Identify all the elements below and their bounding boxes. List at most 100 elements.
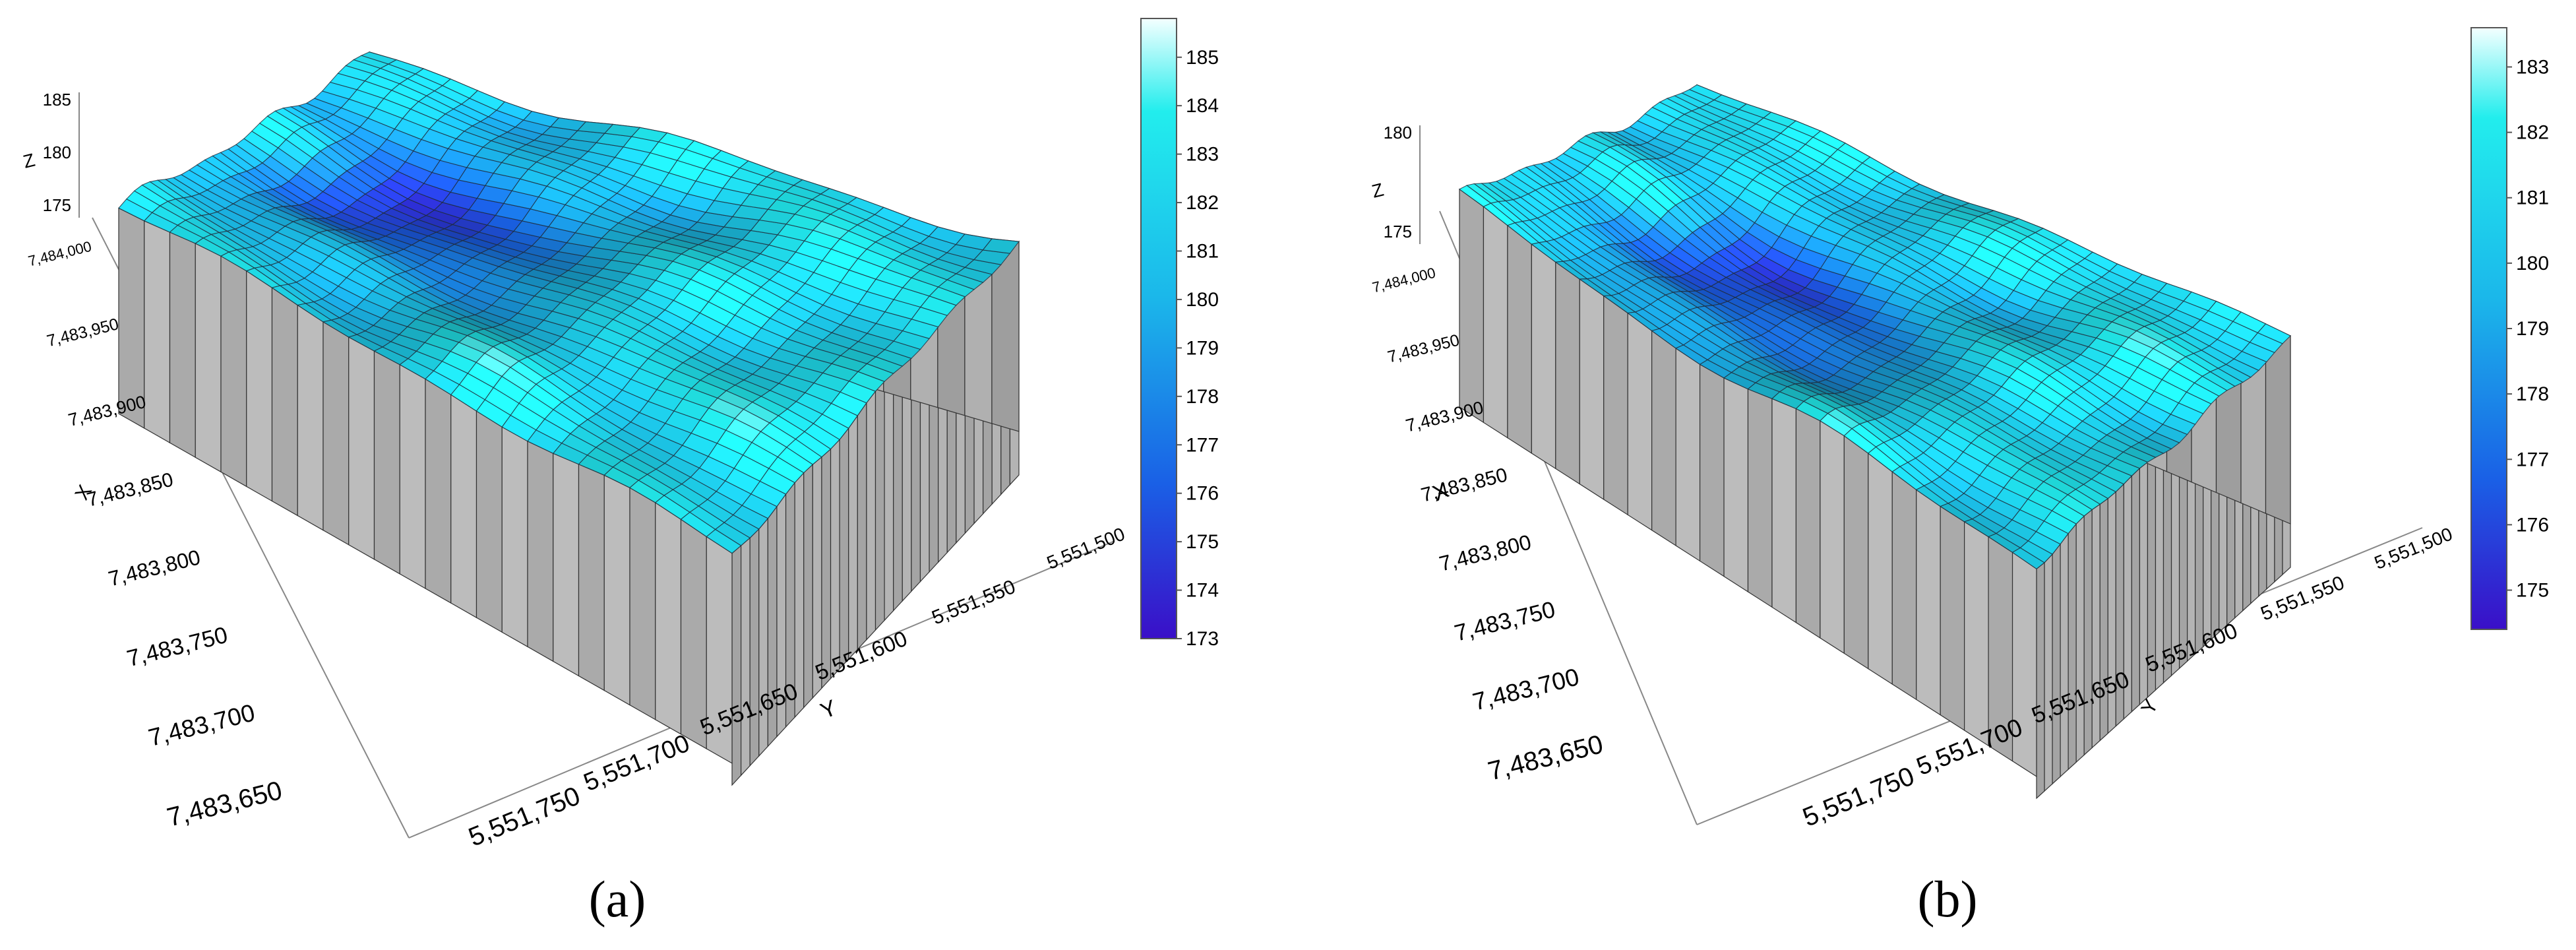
left-tick-label: 7,483,650: [1485, 730, 1606, 786]
wall-strip: [2091, 503, 2101, 749]
colorbar-tick-label: 176: [1186, 483, 1219, 505]
wall-strip: [246, 270, 273, 502]
colorbar-tick-label: 181: [2516, 187, 2549, 209]
wall-strip: [2068, 522, 2077, 771]
wall-strip: [1964, 521, 1989, 747]
colorbar-tick-label: 175: [2516, 580, 2549, 602]
wall-strip: [2083, 509, 2093, 756]
colorbar-tick-label: 177: [2516, 449, 2549, 470]
wall-strip: [1916, 489, 1941, 716]
colorbar-tick-label: 175: [1186, 531, 1219, 553]
wall-strip: [749, 528, 760, 767]
wall-strip: [2139, 461, 2149, 706]
colorbar-tick-label: 184: [1186, 95, 1219, 117]
wall-strip: [629, 487, 656, 720]
wall-strip: [425, 378, 452, 604]
colorbar-tick-label: 173: [1186, 628, 1219, 650]
wall-strip: [1651, 330, 1676, 547]
colorbar-tick-label: 185: [1186, 47, 1219, 69]
left-tick-label: 7,483,800: [106, 545, 203, 590]
colorbar-tick-label: 176: [2516, 514, 2549, 536]
front-tick-label: 5,551,750: [1798, 761, 1918, 832]
wall-strip: [1555, 261, 1580, 485]
wall-strip: [1459, 188, 1485, 424]
z-tick-label: 175: [1384, 222, 1412, 241]
wall-strip: [297, 304, 324, 531]
left-tick-label: 7,483,700: [1470, 663, 1582, 716]
colorbar-tick-label: 182: [1186, 192, 1219, 214]
surface-mesh-b: [1458, 84, 2291, 569]
wall-strip: [475, 410, 503, 633]
caption-b: (b): [1917, 870, 1978, 928]
wall-strip: [857, 401, 867, 650]
wall-strip: [2131, 467, 2141, 713]
colorbar-tick-label: 179: [2516, 318, 2549, 340]
wall-strip: [501, 426, 528, 648]
colorbar-tick-label: 178: [2516, 383, 2549, 405]
wall-strip: [758, 517, 768, 757]
wall-strip: [655, 501, 682, 735]
colorbar-tick-label: 180: [2516, 253, 2549, 274]
front-tick-label: 5,551,500: [1044, 523, 1128, 573]
z-tick-label: 185: [43, 90, 71, 110]
wall-strip: [794, 472, 805, 718]
caption-a: (a): [588, 870, 646, 928]
wall-strip: [1603, 295, 1628, 516]
z-tick-label: 175: [43, 195, 71, 215]
wall-strip: [603, 474, 630, 706]
wall-strip: [1868, 452, 1893, 685]
colorbar-tick-label: 181: [1186, 241, 1219, 263]
surface-plot-a: 7,484,000 7,483,950 7,483,900 7,483,850 7,48…: [21, 18, 1219, 852]
wall-strip: [169, 232, 196, 459]
front-tick-label: 5,551,700: [580, 730, 693, 797]
colorbar-tick-label: 183: [2516, 56, 2549, 78]
wall-strip: [1747, 388, 1773, 608]
wall-strip: [874, 380, 885, 631]
wall-strip: [1507, 224, 1532, 455]
wall-strip: [1795, 408, 1821, 639]
wall-strip: [2099, 497, 2108, 742]
front-tick-label: 5,551,550: [929, 576, 1018, 629]
wall-strip: [1483, 205, 1508, 439]
wall-strip: [1723, 377, 1749, 593]
left-tick-label: 7,483,950: [45, 315, 121, 350]
wall-strip: [1579, 278, 1605, 501]
wall-strip: [2060, 532, 2069, 778]
left-tick-label: 7,483,650: [164, 776, 285, 833]
wall-strip: [1940, 505, 1965, 732]
wall-strip: [884, 372, 894, 621]
wall-strip: [2052, 542, 2061, 785]
colorbar-tick-label: 182: [2516, 122, 2549, 144]
wall-strip: [348, 336, 375, 560]
wall-strip: [839, 427, 849, 670]
wall-strip: [144, 220, 171, 444]
chart-panel-b: 7,484,000 7,483,950 7,483,900 7,483,850 7,48…: [1288, 0, 2576, 950]
left-tick-label: 7,484,000: [26, 238, 93, 270]
left-tick-label: 7,483,950: [1386, 331, 1461, 367]
z-tick-label: 180: [43, 142, 71, 162]
left-tick-label: 7,483,700: [146, 699, 258, 751]
wall-strip: [803, 463, 813, 709]
colorbar-gradient: [1140, 18, 1177, 639]
wall-strip: [731, 544, 742, 786]
z-tick-label: 180: [1384, 123, 1412, 142]
wall-strip: [893, 365, 903, 612]
colorbar-b: 183 182 181 180 179 178 177 176 175: [2470, 27, 2549, 630]
front-tick-label: 5,551,750: [464, 781, 584, 852]
colorbar-gradient: [2470, 27, 2507, 630]
colorbar-tick-label: 179: [1186, 337, 1219, 359]
wall-strip: [1771, 398, 1797, 623]
wall-strip: [740, 537, 751, 776]
colorbar-tick-label: 178: [1186, 386, 1219, 408]
wall-strip: [271, 286, 298, 517]
wall-strip: [527, 440, 554, 662]
surface-cell: [982, 238, 1020, 254]
wall-strip: [195, 243, 222, 473]
left-tick-label: 7,484,000: [1370, 265, 1437, 296]
left-tick-label: 7,483,850: [84, 468, 175, 511]
wall-strip: [1820, 420, 1845, 654]
surface-plot-b: 7,484,0007,483,9507,483,9007,483,8507,48…: [1370, 27, 2549, 833]
z-axis-label: Z: [1370, 179, 1386, 202]
wall-strip: [830, 438, 840, 680]
wall-strip: [578, 463, 605, 691]
